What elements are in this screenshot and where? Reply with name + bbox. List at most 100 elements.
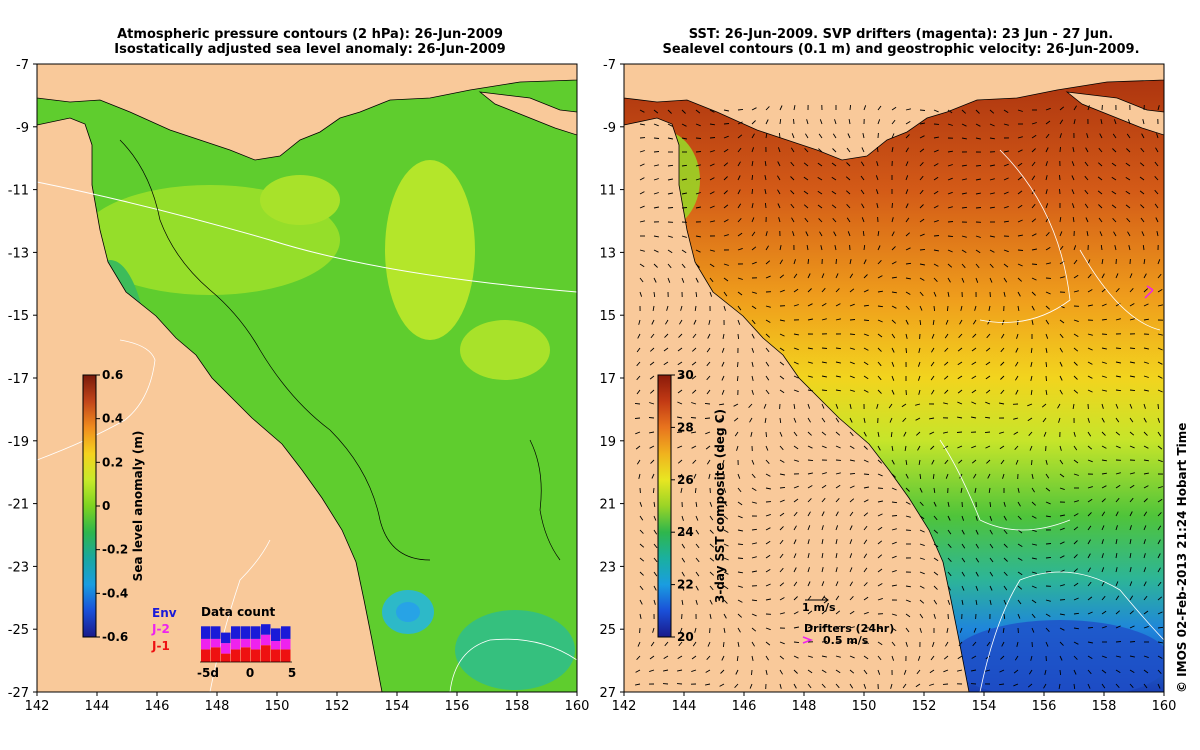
velocity-vector <box>723 176 728 181</box>
velocity-key: 1 m/s <box>802 596 836 614</box>
velocity-vector <box>1057 403 1061 409</box>
velocity-vector <box>1000 459 1005 465</box>
velocity-vector <box>793 525 797 531</box>
velocity-vector <box>933 235 940 237</box>
velocity-vector <box>975 137 981 140</box>
velocity-vector <box>1017 277 1023 282</box>
velocity-vector <box>891 515 898 517</box>
latitude-tick-label: -25 <box>8 623 29 638</box>
velocity-vector <box>835 361 841 364</box>
velocity-vector <box>919 557 925 560</box>
velocity-vector <box>1071 161 1075 167</box>
velocity-vector <box>1143 303 1149 307</box>
velocity-vector <box>779 567 784 573</box>
colorbar-tick-label: 0.4 <box>102 412 123 426</box>
velocity-vector <box>961 178 968 181</box>
velocity-vector <box>807 347 813 350</box>
velocity-vector <box>677 361 683 366</box>
velocity-vector <box>1087 498 1093 503</box>
velocity-vector <box>1087 539 1091 545</box>
velocity-vector <box>971 401 977 405</box>
velocity-vector <box>929 431 935 435</box>
velocity-vector <box>779 347 785 352</box>
velocity-vector <box>1003 585 1008 591</box>
velocity-vector <box>667 109 672 114</box>
velocity-vector <box>709 501 713 507</box>
velocity-vector <box>942 431 949 434</box>
sea-level-contour <box>979 571 1164 692</box>
velocity-vector <box>933 149 939 153</box>
velocity-vector <box>821 318 827 321</box>
velocity-vector <box>1113 119 1117 125</box>
velocity-vector <box>723 613 727 619</box>
velocity-vector <box>1073 655 1078 660</box>
velocity-vector <box>1045 501 1051 505</box>
latitude-tick-label: -11 <box>8 184 29 199</box>
velocity-vector <box>667 164 674 167</box>
velocity-vector <box>971 361 977 365</box>
velocity-vector <box>1045 247 1051 251</box>
velocity-key-label: 1 m/s <box>802 601 836 614</box>
velocity-vector <box>845 176 851 181</box>
velocity-vector <box>737 641 740 647</box>
velocity-vector <box>751 542 758 545</box>
velocity-vector <box>1140 147 1145 153</box>
velocity-vector <box>905 585 911 588</box>
velocity-vector <box>680 305 683 311</box>
velocity-vector <box>709 163 715 167</box>
velocity-vector <box>749 683 753 689</box>
velocity-vector <box>807 361 813 364</box>
velocity-vector <box>1115 472 1121 475</box>
velocity-vector <box>1041 403 1047 408</box>
velocity-vector <box>1129 610 1134 615</box>
velocity-vector <box>1058 683 1061 689</box>
velocity-vector <box>1031 263 1038 265</box>
velocity-vector <box>877 568 883 573</box>
velocity-vector <box>653 151 660 153</box>
velocity-vector <box>1156 231 1159 237</box>
velocity-vector <box>695 585 699 591</box>
velocity-vector <box>1087 512 1092 517</box>
right-map-axes: 142144146148150152154156158160-7-9-11-13… <box>600 58 1176 714</box>
velocity-vector <box>1127 119 1131 125</box>
velocity-vector <box>999 669 1005 673</box>
velocity-vector <box>704 402 711 405</box>
velocity-vector <box>1097 190 1103 195</box>
velocity-vector <box>803 204 809 209</box>
longitude-tick-label: 146 <box>732 699 757 714</box>
velocity-vector <box>723 148 729 153</box>
velocity-vector <box>1014 445 1019 450</box>
velocity-vector <box>1154 161 1159 167</box>
velocity-vector <box>831 204 837 209</box>
velocity-vector <box>947 164 953 167</box>
velocity-vector <box>905 473 909 479</box>
longitude-tick-label: 156 <box>1032 699 1057 714</box>
velocity-vector <box>1003 557 1008 562</box>
velocity-vector <box>817 177 823 181</box>
velocity-vector <box>751 627 757 632</box>
velocity-vector <box>1143 683 1148 689</box>
velocity-vector <box>931 389 935 395</box>
data-count-bar <box>201 626 211 639</box>
velocity-vector <box>849 273 854 279</box>
velocity-vector <box>971 459 977 464</box>
velocity-vector <box>807 595 812 601</box>
velocity-vector <box>737 585 743 588</box>
velocity-vector <box>891 305 897 309</box>
velocity-vector <box>821 303 827 307</box>
velocity-vector <box>681 515 684 521</box>
velocity-vector <box>639 277 644 283</box>
colorbar-tick-label: 28 <box>677 420 694 434</box>
velocity-vector <box>1098 217 1103 223</box>
velocity-vector <box>915 683 921 688</box>
velocity-vector <box>695 249 701 253</box>
velocity-vector <box>919 501 924 507</box>
velocity-vector <box>1045 231 1050 237</box>
velocity-vector <box>709 291 713 297</box>
velocity-vector <box>905 108 912 111</box>
velocity-vector <box>1073 568 1079 573</box>
velocity-vector <box>986 641 991 647</box>
velocity-vector <box>1115 403 1119 409</box>
velocity-vector <box>1017 263 1023 267</box>
velocity-vector <box>863 389 869 393</box>
